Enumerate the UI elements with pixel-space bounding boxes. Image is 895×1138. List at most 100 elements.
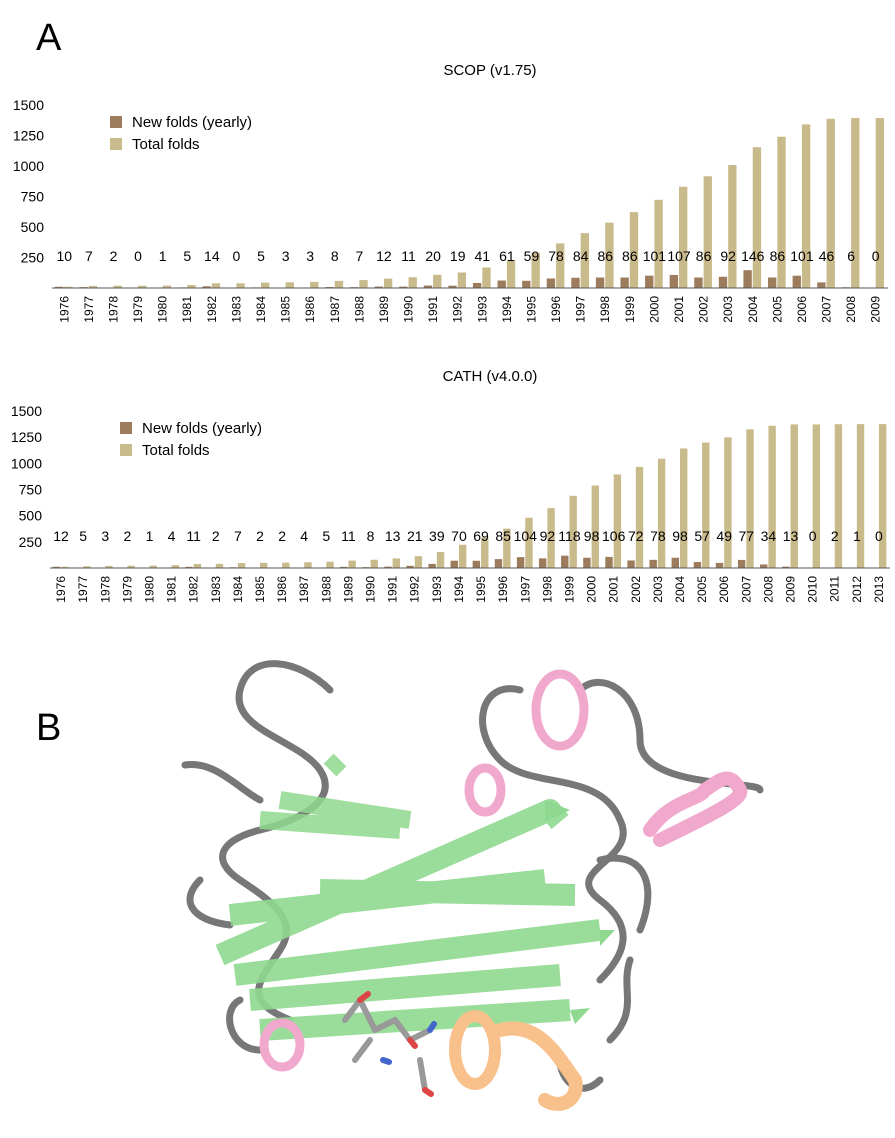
bar	[654, 200, 662, 288]
value-label: 7	[85, 248, 93, 264]
x-tick-label: 2000	[585, 576, 599, 603]
x-tick-label: 2007	[820, 296, 834, 323]
value-label: 0	[233, 248, 241, 264]
bar	[835, 424, 842, 568]
x-tick-label: 1998	[598, 296, 612, 323]
bar	[495, 559, 502, 568]
x-tick-label: 2008	[761, 576, 775, 603]
value-label: 98	[584, 528, 600, 544]
value-label: 61	[499, 248, 515, 264]
y-tick-label: 500	[19, 508, 43, 524]
value-label: 1	[159, 248, 167, 264]
bar	[384, 279, 392, 288]
x-tick-label: 2013	[872, 576, 886, 603]
bar	[817, 282, 825, 288]
bar	[304, 562, 311, 568]
bar	[649, 560, 656, 568]
bar	[753, 147, 761, 288]
value-label: 3	[101, 528, 109, 544]
bar	[670, 275, 678, 288]
x-tick-label: 2012	[850, 576, 864, 603]
bar	[326, 562, 333, 568]
x-tick-label: 1999	[562, 576, 576, 603]
bar	[507, 260, 515, 288]
bar	[879, 424, 886, 568]
value-label: 57	[694, 528, 710, 544]
value-label: 6	[847, 248, 855, 264]
value-label: 11	[341, 528, 356, 544]
value-label: 101	[643, 248, 667, 264]
value-label: 107	[667, 248, 691, 264]
bar	[813, 424, 820, 568]
x-tick-label: 1987	[297, 576, 311, 603]
value-label: 77	[739, 528, 755, 544]
x-tick-label: 1994	[452, 576, 466, 603]
x-tick-label: 2002	[629, 576, 643, 603]
x-tick-label: 2010	[806, 576, 820, 603]
x-tick-label: 1988	[319, 576, 333, 603]
bar	[393, 558, 400, 568]
bar	[746, 429, 753, 568]
value-label: 20	[425, 248, 441, 264]
value-label: 8	[367, 528, 375, 544]
x-tick-label: 2000	[647, 296, 661, 323]
bar	[409, 277, 417, 288]
bar	[261, 283, 269, 288]
bar	[680, 448, 687, 568]
bar	[371, 560, 378, 568]
bar	[738, 560, 745, 568]
x-tick-label: 1978	[106, 296, 120, 323]
value-label: 92	[540, 528, 556, 544]
bar	[636, 467, 643, 568]
value-label: 14	[204, 248, 220, 264]
bar	[716, 563, 723, 568]
x-tick-label: 1987	[328, 296, 342, 323]
bar	[596, 278, 604, 288]
value-label: 19	[450, 248, 466, 264]
bar	[614, 474, 621, 568]
value-label: 104	[514, 528, 538, 544]
y-tick-label: 1000	[11, 455, 42, 471]
panel-label: A	[36, 17, 62, 59]
bar	[458, 273, 466, 288]
value-label: 5	[79, 528, 87, 544]
x-tick-label: 1984	[231, 576, 245, 603]
bar	[583, 558, 590, 568]
x-tick-label: 1983	[209, 576, 223, 603]
x-tick-label: 1991	[386, 576, 400, 603]
x-tick-label: 1997	[518, 576, 532, 603]
value-label: 86	[696, 248, 712, 264]
value-label: 13	[385, 528, 401, 544]
value-label: 78	[650, 528, 666, 544]
bar	[238, 563, 245, 568]
legend-label: Total folds	[132, 136, 200, 153]
value-label: 78	[548, 248, 564, 264]
value-label: 0	[875, 528, 883, 544]
value-label: 12	[376, 248, 392, 264]
x-tick-label: 1994	[500, 296, 514, 323]
bar	[517, 557, 524, 568]
value-label: 7	[234, 528, 242, 544]
y-tick-label: 750	[21, 189, 45, 205]
bar	[260, 563, 267, 568]
value-label: 4	[300, 528, 308, 544]
x-tick-label: 1990	[364, 576, 378, 603]
value-label: 72	[628, 528, 644, 544]
figure: A B SCOP (v1.75)250500750100012501500197…	[0, 0, 895, 1133]
bar	[473, 283, 481, 288]
bar	[428, 564, 435, 568]
legend-swatch	[110, 138, 122, 150]
chart-title: CATH (v4.0.0)	[443, 368, 538, 385]
bar	[620, 278, 628, 288]
y-tick-label: 750	[19, 482, 43, 498]
bar	[561, 556, 568, 568]
x-tick-label: 1977	[76, 576, 90, 603]
value-label: 21	[407, 528, 423, 544]
bar	[605, 557, 612, 568]
bar	[645, 276, 653, 288]
y-tick-label: 500	[21, 219, 45, 235]
x-tick-label: 1998	[540, 576, 554, 603]
x-tick-label: 2008	[844, 296, 858, 323]
value-label: 2	[278, 528, 286, 544]
value-label: 59	[524, 248, 540, 264]
